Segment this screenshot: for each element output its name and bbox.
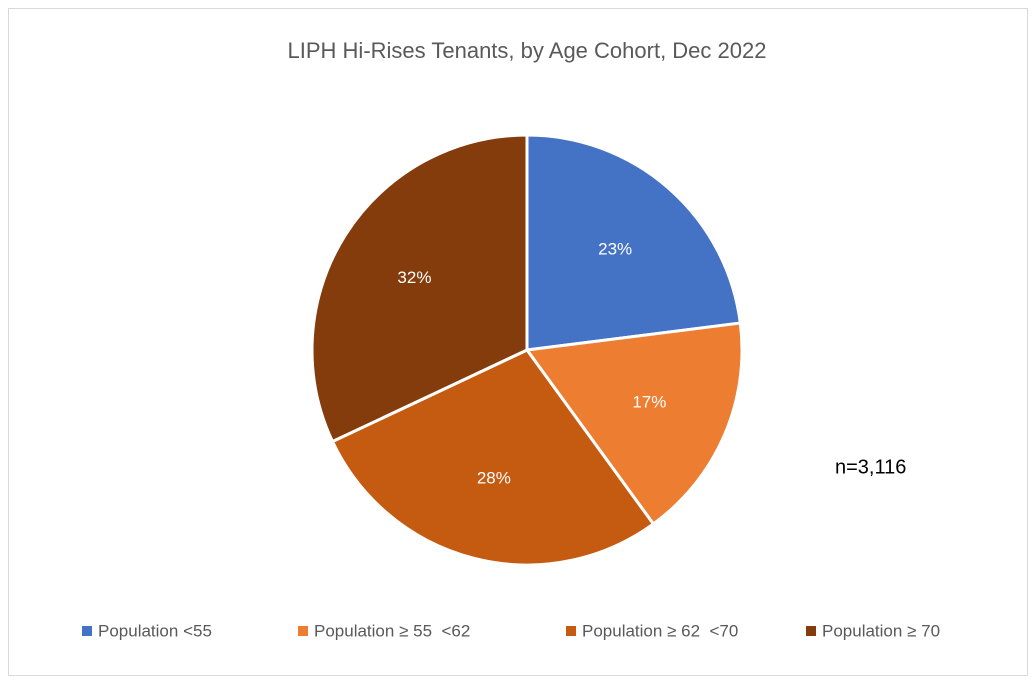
- chart-title: LIPH Hi-Rises Tenants, by Age Cohort, De…: [288, 38, 767, 63]
- pie-slice: [524, 321, 744, 527]
- data-label: 17%: [632, 392, 666, 411]
- legend-marker: [806, 626, 816, 636]
- legend-marker: [82, 626, 92, 636]
- legend-label: Population ≥ 55 <62: [314, 621, 470, 640]
- legend-label: Population ≥ 62 <70: [582, 621, 738, 640]
- annotation: n=3,116: [835, 456, 906, 478]
- legend-marker: [298, 626, 308, 636]
- pie-slice: [330, 348, 656, 567]
- pie-slice: [525, 133, 742, 352]
- data-label: 32%: [397, 268, 431, 287]
- pie-slice: [310, 133, 529, 444]
- data-label: 23%: [598, 239, 632, 258]
- data-label: 28%: [477, 469, 511, 488]
- legend-label: Population <55: [98, 621, 212, 640]
- legend-marker: [566, 626, 576, 636]
- legend-label: Population ≥ 70: [822, 621, 940, 640]
